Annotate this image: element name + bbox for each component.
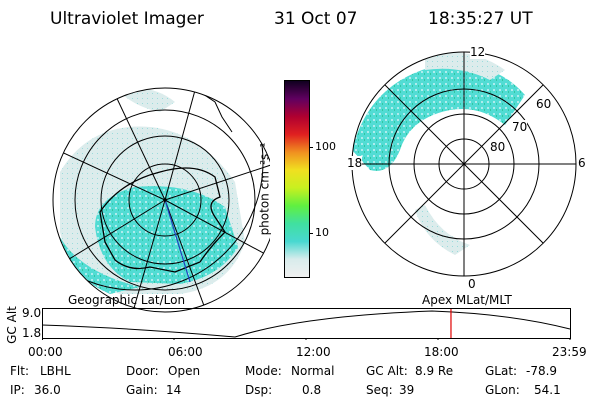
mlat-label-70: 70 (512, 120, 528, 134)
geographic-map (52, 87, 270, 313)
glon-label: GLon: (485, 383, 520, 397)
glat-label: GLat: (485, 364, 518, 378)
flt-value: LBHL (40, 364, 71, 378)
ip-value: 36.0 (34, 383, 61, 397)
seq-label: Seq: (366, 383, 393, 397)
time-tick-2359: 23:59 (552, 345, 587, 359)
mode-label: Mode: (245, 364, 282, 378)
colorbar-tick-10: 10 (315, 226, 329, 239)
right-map-caption: Apex MLat/MLT (422, 293, 512, 307)
mlt-label-12: 12 (470, 45, 486, 59)
time-tick-0000: 00:00 (28, 345, 63, 359)
magnetic-map (351, 51, 577, 277)
left-map-caption: Geographic Lat/Lon (68, 293, 186, 307)
mlt-label-6: 6 (578, 156, 586, 170)
dsp-value: 0.8 (302, 383, 322, 397)
door-value: Open (168, 364, 201, 378)
ip-label: IP: (10, 383, 25, 397)
door-label: Door: (126, 364, 159, 378)
gcalt-value: 8.9 Re (415, 364, 454, 378)
time-tick-0600: 06:00 (168, 345, 203, 359)
mlat-label-80: 80 (490, 140, 506, 154)
altitude-ymin: 1.8 (22, 326, 42, 340)
colorbar-tick-100: 100 (315, 140, 336, 153)
seq-value: 39 (399, 383, 415, 397)
colorbar-unit-label: photon cm⁻²s⁻¹ (257, 142, 272, 236)
gcalt-label: GC Alt: (366, 364, 408, 378)
altitude-ymax: 9.0 (22, 306, 42, 320)
time-tick-1800: 18:00 (424, 345, 459, 359)
time-tick-1200: 12:00 (296, 345, 331, 359)
antarctica-outline (99, 167, 226, 273)
colorbar (284, 80, 313, 278)
lon-grid-left (53, 88, 270, 312)
date-label: 31 Oct 07 (274, 9, 358, 29)
gain-label: Gain: (126, 383, 158, 397)
dsp-label: Dsp: (245, 383, 273, 397)
glon-value: 54.1 (534, 383, 561, 397)
gain-value: 14 (166, 383, 182, 397)
mlt-label-18: 18 (347, 156, 363, 170)
mlat-label-60: 60 (536, 97, 552, 111)
lat-grid-left (52, 87, 270, 313)
altitude-plot (42, 308, 571, 340)
mlt-grid (352, 52, 576, 276)
flt-label: Flt: (10, 364, 29, 378)
altitude-ylabel: GC Alt (4, 306, 19, 344)
mode-value: Normal (291, 364, 335, 378)
time-label: 18:35:27 UT (428, 9, 533, 29)
app-title: Ultraviolet Imager (50, 9, 204, 29)
aurora-image-left (53, 88, 270, 312)
mlt-label-0: 0 (468, 277, 476, 291)
glat-value: -78.9 (526, 364, 558, 378)
